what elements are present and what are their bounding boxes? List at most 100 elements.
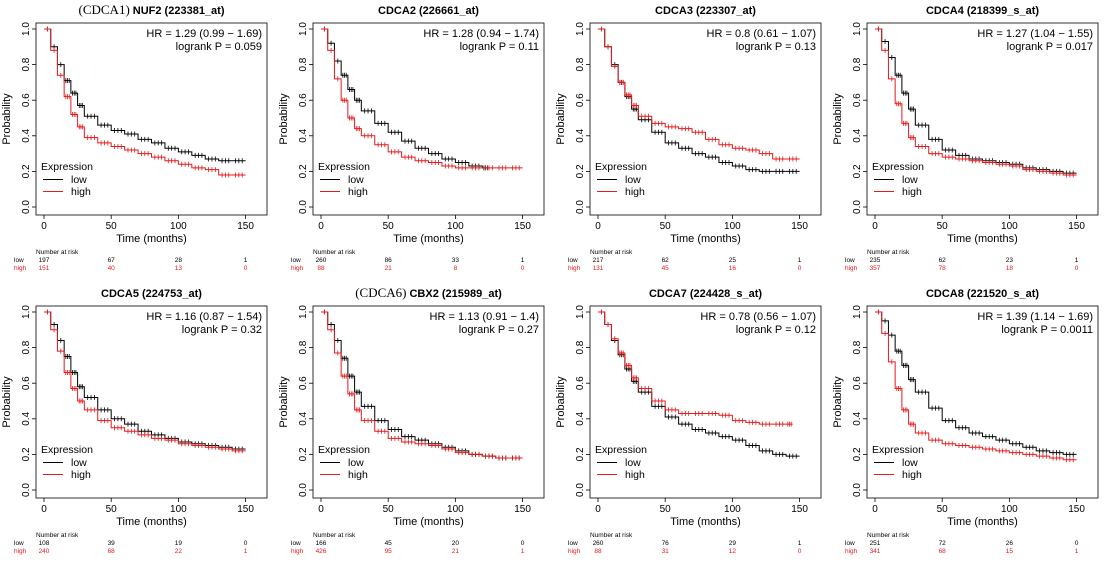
risk-row-label: high — [845, 548, 858, 555]
km-chart: (CDCA6) CBX2 (215989_at) 0.0 0.2 0.4 0.6 0.8 1.… — [278, 285, 545, 555]
km-panel-3: CDCA3 (223307_at) 0.0 0.2 0.4 0.6 0.8 1.0 0 50 10… — [554, 0, 831, 283]
x-tick-label: 50 — [937, 504, 949, 515]
y-tick-label: 1.0 — [298, 22, 309, 36]
risk-value: 88 — [317, 265, 325, 272]
risk-value: 39 — [108, 540, 116, 547]
risk-value: 1 — [521, 548, 525, 555]
y-axis-label: Probability — [1, 93, 13, 145]
y-tick-label: 0.2 — [575, 164, 586, 178]
legend-label-low: low — [625, 457, 641, 469]
risk-value: 166 — [316, 540, 327, 547]
risk-value: 21 — [452, 548, 460, 555]
chart-title: CDCA5 (224753_at) — [101, 288, 202, 300]
y-tick-label: 0.2 — [575, 447, 586, 461]
risk-value: 0 — [1075, 540, 1079, 547]
km-curve-low — [875, 311, 1077, 455]
gene-probe: CBX2 (215989_at) — [409, 288, 502, 300]
y-tick-label: 0.8 — [21, 340, 32, 354]
x-tick-label: 0 — [318, 504, 324, 515]
risk-value: 235 — [870, 257, 881, 264]
km-panel-2: CDCA2 (226661_at) 0.0 0.2 0.4 0.6 0.8 1.0 0 50 10… — [277, 0, 554, 283]
km-chart: CDCA2 (226661_at)0.00.20.40.60.81.00 50 10… — [278, 5, 545, 272]
y-tick-label: 1.0 — [852, 305, 863, 319]
gene-probe: NUF2 (223381_at) — [133, 5, 225, 17]
legend-label-low: low — [71, 457, 87, 469]
x-tick-label: 0 — [41, 504, 47, 515]
risk-row-label: low — [568, 257, 578, 264]
hazard-ratio: HR = 0.8 (0.61 − 1.07) — [707, 28, 816, 40]
km-panel-5: CDCA5 (224753_at) 0.0 0.2 0.4 0.6 0.8 1.0 0 50 10… — [0, 283, 277, 566]
plot-frame — [589, 305, 822, 499]
y-tick-label: 0.8 — [298, 57, 309, 71]
risk-value: 76 — [662, 540, 670, 547]
risk-value: 217 — [593, 257, 604, 264]
x-tick-label: 100 — [724, 221, 741, 232]
y-tick-label: 1.0 — [21, 22, 32, 36]
y-tick-label: 0.2 — [298, 447, 309, 461]
km-panel-1: (CDCA1) NUF2 (223381_at) 0.0 0.2 0.4 0.6 0.8 1.… — [0, 0, 277, 283]
risk-value: 88 — [594, 548, 602, 555]
legend-title: Expression — [41, 161, 93, 173]
x-tick-label: 50 — [660, 221, 672, 232]
legend-title: Expression — [41, 444, 93, 456]
risk-value: 95 — [385, 548, 393, 555]
legend-title: Expression — [595, 161, 647, 173]
km-panel-6: (CDCA6) CBX2 (215989_at) 0.0 0.2 0.4 0.6 0.8 1.… — [277, 283, 554, 566]
y-tick-label: 0.6 — [575, 93, 586, 107]
legend-label-high: high — [902, 186, 922, 198]
risk-value: 260 — [593, 540, 604, 547]
x-tick-label: 50 — [106, 221, 118, 232]
plot-frame — [866, 305, 1099, 499]
risk-value: 0 — [1075, 265, 1079, 272]
y-tick-label: 0.8 — [21, 57, 32, 71]
risk-value: 20 — [452, 540, 460, 547]
risk-heading: Number at risk — [36, 249, 79, 256]
legend-label-low: low — [71, 174, 87, 186]
risk-row-label: low — [845, 540, 855, 547]
risk-row-label: high — [14, 548, 27, 555]
hazard-ratio: HR = 1.39 (1.14 − 1.69) — [977, 311, 1093, 323]
risk-value: 1 — [1075, 257, 1079, 264]
legend-label-low: low — [625, 174, 641, 186]
y-axis-label: Probability — [832, 376, 844, 428]
km-panel-8: CDCA8 (221520_s_at) 0.0 0.2 0.4 0.6 0.8 1.0 0 50… — [831, 283, 1108, 566]
y-tick-label: 0.8 — [575, 57, 586, 71]
km-chart: CDCA8 (221520_s_at) 0.0 0.2 0.4 0.6 0.8 1.0 0 50… — [832, 288, 1099, 555]
y-tick-label: 0.0 — [298, 200, 309, 214]
legend-label-low: low — [348, 174, 364, 186]
x-tick-label: 100 — [447, 504, 464, 515]
y-axis-label: Probability — [278, 376, 290, 428]
km-chart: CDCA5 (224753_at)0.00.20.40.60.81.00 50 10… — [1, 288, 268, 555]
legend-title: Expression — [595, 444, 647, 456]
risk-value: 25 — [729, 257, 737, 264]
y-axis-label: Probability — [278, 93, 290, 145]
plot-frame — [312, 305, 545, 499]
km-panel-4: CDCA4 (218399_s_at) 0.0 0.2 0.4 0.6 0.8 1.0 0 50… — [831, 0, 1108, 283]
y-tick-label: 0.4 — [852, 128, 863, 142]
logrank-p: logrank P = 0.32 — [182, 324, 262, 336]
x-tick-label: 150 — [514, 504, 531, 515]
legend-label-low: low — [902, 457, 918, 469]
risk-value: 8 — [454, 265, 458, 272]
y-tick-label: 0.2 — [852, 164, 863, 178]
plot-frame — [35, 305, 268, 499]
logrank-p: logrank P = 0.12 — [736, 324, 816, 336]
km-curve-high — [875, 28, 1077, 176]
y-tick-label: 0.4 — [21, 411, 32, 425]
x-axis-label: Time (months) — [116, 233, 187, 245]
hazard-ratio: HR = 1.27 (1.04 − 1.55) — [977, 28, 1093, 40]
risk-value: 240 — [39, 548, 50, 555]
risk-value: 131 — [593, 265, 604, 272]
km-curve-high — [321, 311, 523, 459]
x-tick-label: 100 — [724, 504, 741, 515]
x-tick-label: 50 — [106, 504, 118, 515]
risk-value: 19 — [175, 540, 183, 547]
y-tick-label: 1.0 — [575, 22, 586, 36]
km-curve-low — [321, 28, 489, 169]
risk-value: 45 — [385, 540, 393, 547]
risk-value: 15 — [1006, 548, 1014, 555]
legend-label-high: high — [625, 469, 645, 481]
y-tick-label: 0.2 — [852, 447, 863, 461]
hazard-ratio: HR = 0.78 (0.56 − 1.07) — [700, 311, 816, 323]
risk-value: 22 — [175, 548, 183, 555]
